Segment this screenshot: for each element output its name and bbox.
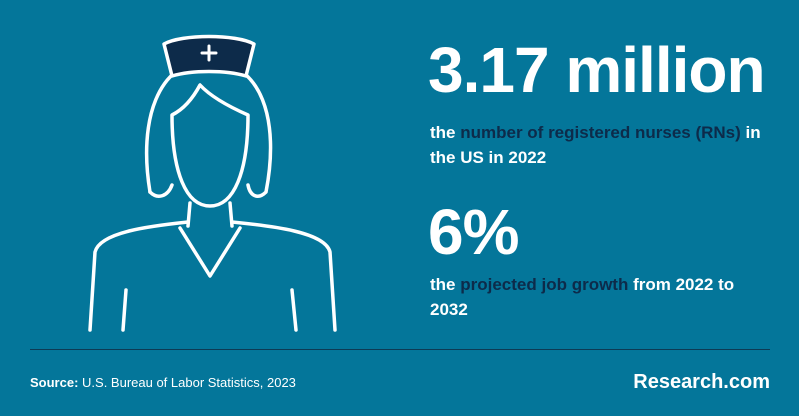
divider <box>30 349 770 350</box>
highlight: number of registered nurses (RNs) <box>460 123 741 142</box>
shoulders <box>88 220 337 332</box>
text: the <box>430 123 461 142</box>
cap-cross <box>200 44 218 62</box>
stat-description: the projected job growth from 2022 to 20… <box>430 272 775 322</box>
source-text: U.S. Bureau of Labor Statistics, 2023 <box>78 375 296 390</box>
hair <box>144 58 273 198</box>
text: the <box>430 275 461 294</box>
arms <box>121 288 298 332</box>
highlight: projected job growth <box>460 275 629 294</box>
text: in the US in 2022 <box>430 123 761 167</box>
stat-description: the number of registered nurses (RNs) in… <box>430 120 775 170</box>
source: Source: U.S. Bureau of Labor Statistics,… <box>30 375 296 390</box>
face <box>170 83 250 208</box>
brand-logo: Research.com <box>633 371 770 393</box>
collar <box>178 226 242 278</box>
source-label: Source: <box>30 375 79 390</box>
text: from 2022 to 2032 <box>430 275 735 319</box>
nurse-icon <box>88 34 337 332</box>
stat-value: 3.17 million <box>428 34 766 106</box>
hair-left <box>148 183 174 198</box>
stat-value: 6% <box>428 196 519 268</box>
